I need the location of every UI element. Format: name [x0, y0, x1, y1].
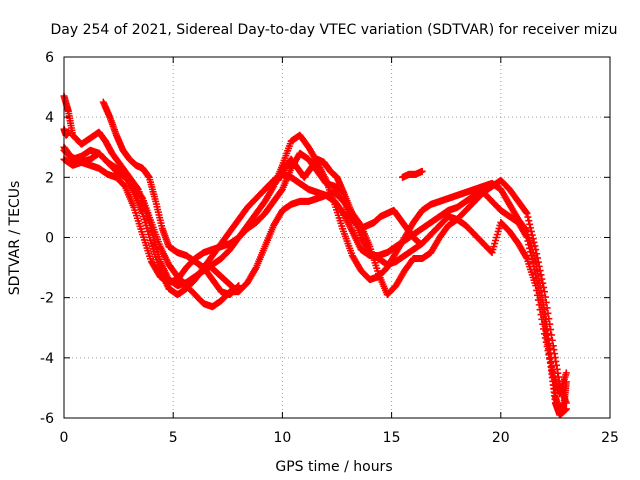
data-point-marker [532, 270, 540, 278]
chart-title: Day 254 of 2021, Sidereal Day-to-day VTE… [51, 22, 618, 38]
data-point-marker [548, 368, 556, 376]
data-point-marker [543, 342, 551, 350]
y-tick-label: -4 [40, 351, 54, 367]
data-point-marker [530, 238, 538, 246]
data-point-marker [562, 399, 570, 407]
series-track-1 [60, 92, 570, 416]
series-track-8 [60, 125, 72, 139]
data-point-marker [544, 347, 552, 355]
y-tick-label: 0 [45, 231, 54, 247]
series-track-4 [60, 146, 570, 407]
data-point-marker [542, 298, 550, 306]
data-point-marker [251, 265, 259, 273]
data-point-marker [547, 363, 555, 371]
y-tick-label: 4 [45, 110, 54, 126]
series-track-7 [399, 167, 426, 181]
data-point-marker [547, 359, 555, 367]
x-tick-label: 25 [601, 430, 619, 446]
data-point-marker [537, 271, 545, 279]
data-point-marker [535, 301, 543, 309]
data-point-marker [548, 336, 556, 344]
data-point-marker [539, 279, 547, 287]
y-tick-label: 2 [45, 170, 54, 186]
data-point-marker [547, 326, 555, 334]
data-point-marker [524, 213, 532, 221]
data-layer [60, 92, 570, 419]
data-point-marker [531, 242, 539, 250]
tick-layer [63, 56, 611, 419]
series-track-9 [198, 261, 245, 293]
data-point-marker [527, 252, 535, 260]
data-point-marker [529, 235, 537, 243]
data-point-marker [562, 369, 570, 377]
data-point-marker [546, 320, 554, 328]
data-point-marker [527, 248, 535, 256]
data-point-marker [534, 258, 542, 266]
x-tick-label: 0 [60, 430, 69, 446]
y-tick-label: -2 [40, 291, 54, 307]
data-point-marker [547, 331, 555, 339]
data-point-marker [138, 193, 146, 201]
data-point-marker [527, 224, 535, 232]
data-point-marker [543, 304, 551, 312]
data-point-marker [237, 285, 245, 293]
data-point-marker [539, 320, 547, 328]
y-axis-label: SDTVAR / TECUs [7, 181, 23, 296]
series-track-5 [99, 98, 243, 299]
data-point-marker [538, 275, 546, 283]
data-point-marker [532, 282, 540, 290]
data-point-marker [526, 220, 534, 228]
data-point-marker [544, 309, 552, 317]
data-point-marker [542, 338, 550, 346]
data-point-marker [528, 231, 536, 239]
data-point-marker [525, 241, 533, 249]
data-point-marker [527, 227, 535, 235]
data-point-marker [64, 128, 72, 136]
data-point-marker [533, 250, 541, 258]
data-point-marker [540, 330, 548, 338]
data-point-marker [546, 355, 554, 363]
y-tick-label: -6 [40, 411, 54, 427]
x-tick-label: 5 [169, 430, 178, 446]
data-point-marker [526, 244, 534, 252]
data-point-marker [534, 296, 542, 304]
data-point-marker [533, 286, 541, 294]
data-point-marker [523, 209, 531, 217]
data-point-marker [541, 293, 549, 301]
series-track-6 [274, 155, 424, 248]
data-point-marker [522, 208, 530, 216]
y-tick-label: 6 [45, 50, 54, 66]
data-point-marker [525, 217, 533, 225]
data-point-marker [522, 232, 530, 240]
data-point-marker [562, 405, 570, 413]
data-point-marker [535, 262, 543, 270]
data-point-marker [416, 240, 424, 248]
tick-label-layer: 0 5 10 15 20 25 -6 -4 -2 0 2 4 6 [40, 50, 619, 446]
data-point-marker [533, 291, 541, 299]
data-point-marker [533, 254, 541, 262]
x-tick-label: 20 [492, 430, 510, 446]
data-point-marker [540, 325, 548, 333]
data-point-marker [532, 246, 540, 254]
data-point-marker [523, 234, 531, 241]
data-point-marker [537, 311, 545, 319]
data-point-marker [545, 351, 553, 359]
x-tick-label: 15 [383, 430, 401, 446]
data-point-marker [524, 237, 532, 245]
data-point-marker [540, 288, 548, 296]
data-point-marker [418, 167, 426, 175]
x-tick-label: 10 [273, 430, 291, 446]
data-point-marker [545, 315, 553, 323]
data-point-marker [536, 267, 544, 275]
data-point-marker [522, 253, 530, 261]
data-point-marker [540, 283, 548, 291]
data-point-marker [541, 334, 549, 342]
data-point-marker [538, 315, 546, 323]
data-point-marker [536, 306, 544, 314]
x-axis-label: GPS time / hours [275, 459, 392, 475]
